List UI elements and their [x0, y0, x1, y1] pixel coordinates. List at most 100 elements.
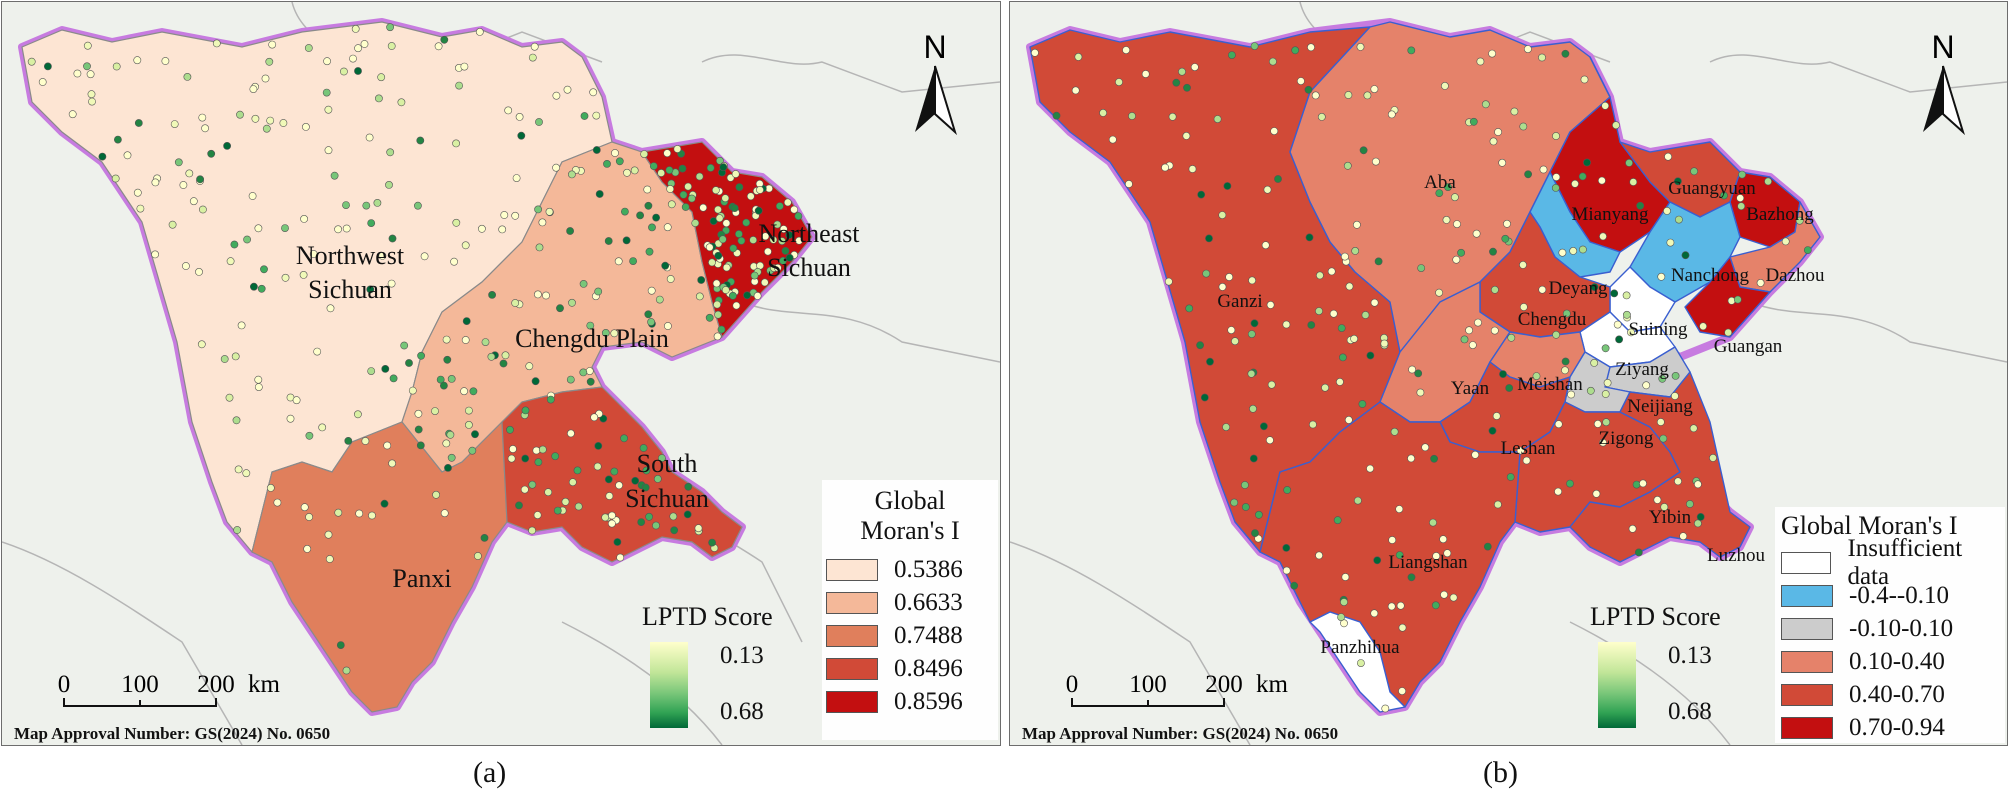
legend-swatch	[826, 625, 878, 648]
label-dazhou: Dazhou	[1765, 265, 1825, 286]
lptd-point	[1074, 53, 1083, 61]
lptd-point	[330, 171, 339, 180]
legend-a-row: 0.8496	[826, 653, 998, 686]
lptd-point	[417, 351, 425, 360]
lptd-point	[561, 497, 570, 506]
label-south: South	[637, 449, 698, 478]
lptd-point	[594, 441, 603, 450]
lptd-point	[1460, 335, 1469, 344]
lptd-point	[1282, 544, 1291, 552]
lptd-point	[98, 152, 107, 161]
lptd-point	[721, 194, 730, 203]
lptd-point	[414, 425, 423, 434]
lptd-point	[1561, 357, 1570, 366]
lptd-point	[414, 409, 423, 418]
lptd-point	[361, 437, 370, 445]
lptd-point	[1225, 273, 1234, 281]
lptd-point	[1407, 573, 1416, 582]
lptd-point	[1241, 503, 1250, 511]
lptd-point	[1569, 246, 1578, 255]
lptd-point	[507, 454, 516, 463]
lptd-point	[737, 236, 746, 245]
lptd-point	[601, 328, 610, 337]
lptd-point	[444, 463, 452, 472]
lptd-point	[434, 42, 443, 51]
lptd-point	[303, 545, 312, 553]
lptd-point	[377, 73, 386, 82]
label-yaan: Yaan	[1451, 378, 1490, 399]
lptd-point	[1586, 386, 1595, 395]
lptd-point	[1407, 46, 1416, 55]
lptd-point	[729, 291, 737, 300]
lptd-point	[520, 485, 529, 494]
lptd-point	[1474, 318, 1482, 327]
lptd-point	[1636, 201, 1645, 210]
lptd-point	[225, 393, 234, 402]
caption-b: (b)	[1483, 756, 1518, 789]
score-legend-a: LPTD Score 0.13 0.68	[642, 602, 812, 732]
lptd-point	[1552, 132, 1560, 140]
lptd-point	[446, 430, 455, 439]
lptd-point	[134, 119, 143, 127]
lptd-point	[452, 139, 460, 148]
lptd-point	[1296, 77, 1305, 85]
lptd-point	[1421, 443, 1430, 452]
lptd-point	[592, 111, 601, 120]
lptd-point	[1202, 269, 1211, 278]
lptd-point	[1539, 165, 1548, 174]
legend-title-2: Moran's I	[860, 515, 960, 545]
legend-label: 0.6633	[894, 589, 963, 617]
lptd-point	[1363, 91, 1372, 100]
lptd-point	[1699, 322, 1707, 331]
lptd-point	[1471, 450, 1480, 459]
lptd-point	[44, 62, 52, 71]
lptd-point	[645, 512, 653, 521]
lptd-point	[556, 304, 564, 313]
lptd-point	[1218, 282, 1227, 291]
legend-b-row: -0.4--0.10	[1781, 580, 2005, 613]
lptd-point	[708, 258, 716, 267]
lptd-point	[1223, 182, 1232, 190]
lptd-point	[260, 265, 268, 274]
lptd-point	[367, 367, 376, 375]
lptd-point	[230, 240, 239, 249]
lptd-point	[552, 163, 560, 172]
lptd-point	[1254, 510, 1263, 519]
lptd-point	[1340, 252, 1349, 261]
lptd-point	[705, 243, 714, 252]
lptd-point	[1183, 83, 1191, 92]
legend-swatch	[826, 559, 878, 582]
lptd-point	[1505, 384, 1514, 392]
lptd-point	[1634, 548, 1643, 557]
lptd-point	[1629, 178, 1638, 186]
lptd-point	[614, 257, 623, 266]
lptd-point	[1469, 117, 1478, 126]
lptd-point	[262, 124, 271, 133]
lptd-point	[593, 462, 602, 471]
lptd-point	[268, 40, 277, 49]
lptd-point	[380, 499, 389, 508]
lptd-point	[778, 237, 786, 245]
lptd-point	[1338, 353, 1347, 362]
lptd-point	[251, 114, 260, 123]
lptd-point	[601, 513, 610, 522]
lptd-point	[1558, 248, 1567, 257]
lptd-point	[1249, 454, 1258, 463]
lptd-point	[179, 181, 188, 189]
lptd-point	[1578, 172, 1587, 181]
lptd-point	[1395, 505, 1404, 513]
lptd-point	[783, 198, 792, 207]
lptd-point	[1168, 112, 1177, 121]
lptd-point	[1603, 378, 1612, 387]
lptd-point	[528, 53, 537, 62]
lptd-point	[1579, 245, 1587, 254]
lptd-point	[535, 118, 543, 126]
lptd-point	[464, 420, 473, 429]
lptd-point	[713, 332, 722, 341]
lptd-point	[366, 285, 375, 294]
lptd-point	[1308, 420, 1317, 429]
lptd-point	[498, 225, 507, 234]
score-max-label: 0.68	[720, 698, 764, 725]
map-panel-a: Northwest Sichuan Chengdu Plain Panxi So…	[1, 1, 1001, 746]
lptd-point	[1567, 390, 1575, 399]
